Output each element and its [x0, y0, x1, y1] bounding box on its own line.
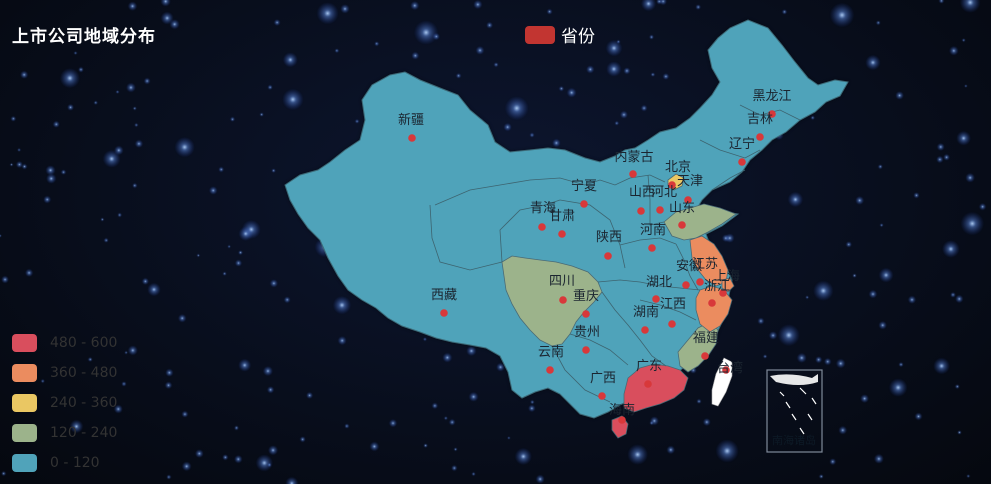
province-label-14: 陕西: [596, 230, 622, 245]
marker-30[interactable]: [618, 416, 626, 424]
province-label-26: 云南: [538, 344, 564, 360]
visual-map-swatch: [12, 364, 37, 382]
marker-16[interactable]: [559, 296, 567, 304]
province-label-0: 新疆: [398, 112, 424, 128]
province-label-22: 浙江: [704, 279, 730, 294]
inset-frame: [766, 369, 823, 453]
series-legend[interactable]: 省份: [525, 22, 595, 47]
province-label-31: 台湾: [717, 360, 743, 376]
marker-2[interactable]: [538, 223, 546, 231]
marker-18[interactable]: [652, 295, 660, 303]
inset-label: 南海诸岛: [772, 433, 816, 447]
province-label-3: 甘肃: [549, 209, 575, 224]
province-label-5: 内蒙古: [614, 149, 653, 165]
visual-map-item[interactable]: 120 - 240: [12, 418, 117, 448]
province-label-4: 宁夏: [571, 178, 597, 194]
province-label-11: 河北: [651, 185, 677, 200]
province-shandong[interactable]: [663, 203, 737, 241]
marker-17[interactable]: [582, 310, 590, 318]
visual-map-label: 120 - 240: [50, 425, 118, 441]
marker-1[interactable]: [440, 309, 448, 317]
marker-6[interactable]: [768, 110, 776, 118]
visual-map-swatch: [12, 454, 37, 472]
province-label-23: 江西: [660, 297, 686, 312]
visual-map-swatch: [12, 334, 37, 352]
chart-title: 上市公司地域分布: [12, 27, 156, 47]
province-sichuan[interactable]: [501, 255, 603, 347]
marker-21[interactable]: [719, 289, 727, 297]
marker-19[interactable]: [682, 281, 690, 289]
province-borders: [429, 104, 801, 403]
province-label-2: 青海: [530, 201, 556, 216]
marker-31[interactable]: [722, 366, 730, 374]
province-label-10: 天津: [677, 174, 703, 189]
province-label-28: 广东: [636, 359, 662, 374]
visual-map-label: 480 - 600: [50, 335, 118, 351]
province-zhejiang[interactable]: [695, 285, 733, 333]
province-label-20: 江苏: [692, 256, 718, 272]
province-label-27: 广西: [590, 371, 616, 386]
marker-3[interactable]: [558, 230, 566, 238]
province-label-18: 湖北: [646, 275, 672, 290]
marker-0[interactable]: [408, 134, 416, 142]
legend-swatch: [525, 25, 555, 44]
province-label-21: 上海: [714, 269, 740, 284]
marker-24[interactable]: [641, 326, 649, 334]
province-label-29: 福建: [693, 331, 719, 346]
province-markers: [408, 110, 776, 424]
province-label-15: 河南: [640, 222, 666, 238]
visual-map-label: 360 - 480: [50, 365, 118, 381]
province-label-24: 湖南: [633, 304, 659, 320]
province-label-19: 安徽: [676, 259, 702, 274]
marker-23[interactable]: [668, 320, 676, 328]
visual-map-item[interactable]: 240 - 360: [12, 388, 117, 418]
visual-map-swatch: [12, 394, 37, 412]
marker-20[interactable]: [696, 278, 704, 286]
province-label-1: 西藏: [431, 288, 457, 303]
marker-4[interactable]: [580, 200, 588, 208]
marker-10[interactable]: [684, 196, 692, 204]
legend-label: 省份: [561, 27, 595, 47]
south-china-sea-inset: 南海诸岛: [766, 369, 823, 453]
marker-13[interactable]: [678, 221, 686, 229]
marker-22[interactable]: [708, 299, 716, 307]
province-shanghai[interactable]: [721, 277, 735, 293]
province-label-6: 黑龙江: [752, 89, 791, 104]
marker-29[interactable]: [701, 352, 709, 360]
visual-map-swatch: [12, 424, 37, 442]
visual-map-item[interactable]: 360 - 480: [12, 358, 117, 388]
visual-map-label: 0 - 120: [50, 455, 100, 471]
province-label-7: 吉林: [747, 112, 773, 127]
marker-15[interactable]: [648, 244, 656, 252]
marker-25[interactable]: [582, 346, 590, 354]
marker-14[interactable]: [604, 252, 612, 260]
province-fujian[interactable]: [677, 321, 719, 373]
province-label-12: 山西: [629, 185, 655, 200]
province-label-25: 贵州: [574, 325, 600, 340]
province-label-17: 重庆: [573, 288, 599, 304]
marker-11[interactable]: [656, 206, 664, 214]
visual-map-label: 240 - 360: [50, 395, 118, 411]
marker-8[interactable]: [738, 158, 746, 166]
marker-26[interactable]: [546, 366, 554, 374]
marker-28[interactable]: [644, 380, 652, 388]
province-label-9: 北京: [665, 160, 691, 175]
province-label-8: 辽宁: [729, 136, 755, 152]
visual-map-legend: 480 - 600 360 - 480 240 - 360 120 - 240 …: [12, 328, 117, 478]
marker-7[interactable]: [756, 133, 764, 141]
marker-5[interactable]: [629, 170, 637, 178]
marker-9[interactable]: [668, 181, 676, 189]
marker-27[interactable]: [598, 392, 606, 400]
visual-map-item[interactable]: 480 - 600: [12, 328, 117, 358]
province-label-13: 山东: [669, 201, 695, 216]
marker-12[interactable]: [637, 207, 645, 215]
province-label-30: 海南: [609, 402, 635, 418]
visual-map-item[interactable]: 0 - 120: [12, 448, 117, 478]
province-guangdong[interactable]: [623, 363, 689, 413]
province-label-16: 四川: [549, 274, 575, 289]
